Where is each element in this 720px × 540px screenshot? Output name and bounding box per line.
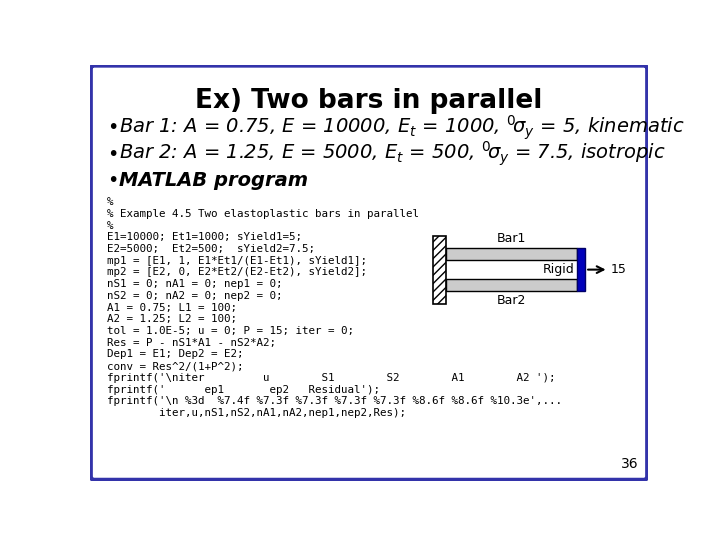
Text: E2=5000;  Et2=500;  sYield2=7.5;: E2=5000; Et2=500; sYield2=7.5; — [107, 244, 315, 254]
Text: A2 = 1.25; L2 = 100;: A2 = 1.25; L2 = 100; — [107, 314, 237, 325]
Text: nS1 = 0; nA1 = 0; nep1 = 0;: nS1 = 0; nA1 = 0; nep1 = 0; — [107, 279, 282, 289]
Text: A1 = 0.75; L1 = 100;: A1 = 0.75; L1 = 100; — [107, 302, 237, 313]
Text: % Example 4.5 Two elastoplastic bars in parallel: % Example 4.5 Two elastoplastic bars in … — [107, 209, 419, 219]
Text: fprintf('\niter         u        S1        S2        A1        A2 ');: fprintf('\niter u S1 S2 A1 A2 '); — [107, 373, 556, 383]
Text: iter,u,nS1,nS2,nA1,nA2,nep1,nep2,Res);: iter,u,nS1,nS2,nA1,nA2,nep1,nep2,Res); — [107, 408, 406, 418]
Text: Rigid: Rigid — [543, 263, 575, 276]
Text: conv = Res^2/(1+P^2);: conv = Res^2/(1+P^2); — [107, 361, 243, 371]
Text: •: • — [107, 118, 118, 138]
Bar — [446, 248, 577, 260]
Text: fprintf('      ep1       ep2   Residual');: fprintf(' ep1 ep2 Residual'); — [107, 384, 380, 395]
Text: MATLAB program: MATLAB program — [120, 171, 309, 190]
Text: Res = P - nS1*A1 - nS2*A2;: Res = P - nS1*A1 - nS2*A2; — [107, 338, 276, 348]
Bar — [433, 236, 446, 303]
Text: %: % — [107, 197, 114, 207]
Text: mp2 = [E2, 0, E2*Et2/(E2-Et2), sYield2];: mp2 = [E2, 0, E2*Et2/(E2-Et2), sYield2]; — [107, 267, 367, 278]
Text: Bar2: Bar2 — [497, 294, 526, 307]
Text: •: • — [107, 171, 118, 190]
Text: Ex) Two bars in parallel: Ex) Two bars in parallel — [195, 88, 543, 114]
Text: %: % — [107, 221, 114, 231]
Text: Bar 1: A = 0.75, E = 10000, E$_t$ = 1000, $^0\!\sigma_y$ = 5, kinematic: Bar 1: A = 0.75, E = 10000, E$_t$ = 1000… — [120, 114, 685, 142]
Text: 36: 36 — [621, 457, 639, 471]
Text: •: • — [107, 145, 118, 164]
Bar — [446, 279, 577, 291]
Text: 15: 15 — [611, 263, 626, 276]
Text: Bar 2: A = 1.25, E = 5000, E$_t$ = 500, $^0\!\sigma_y$ = 7.5, isotropic: Bar 2: A = 1.25, E = 5000, E$_t$ = 500, … — [120, 140, 666, 168]
Text: Bar1: Bar1 — [497, 232, 526, 245]
FancyBboxPatch shape — [91, 65, 647, 480]
Text: fprintf('\n %3d  %7.4f %7.3f %7.3f %7.3f %7.3f %8.6f %8.6f %10.3e',...: fprintf('\n %3d %7.4f %7.3f %7.3f %7.3f … — [107, 396, 562, 406]
Text: tol = 1.0E-5; u = 0; P = 15; iter = 0;: tol = 1.0E-5; u = 0; P = 15; iter = 0; — [107, 326, 354, 336]
Text: mp1 = [E1, 1, E1*Et1/(E1-Et1), sYield1];: mp1 = [E1, 1, E1*Et1/(E1-Et1), sYield1]; — [107, 256, 367, 266]
Text: Dep1 = E1; Dep2 = E2;: Dep1 = E1; Dep2 = E2; — [107, 349, 243, 360]
Text: E1=10000; Et1=1000; sYield1=5;: E1=10000; Et1=1000; sYield1=5; — [107, 232, 302, 242]
Text: nS2 = 0; nA2 = 0; nep2 = 0;: nS2 = 0; nA2 = 0; nep2 = 0; — [107, 291, 282, 301]
Bar — [577, 248, 585, 291]
